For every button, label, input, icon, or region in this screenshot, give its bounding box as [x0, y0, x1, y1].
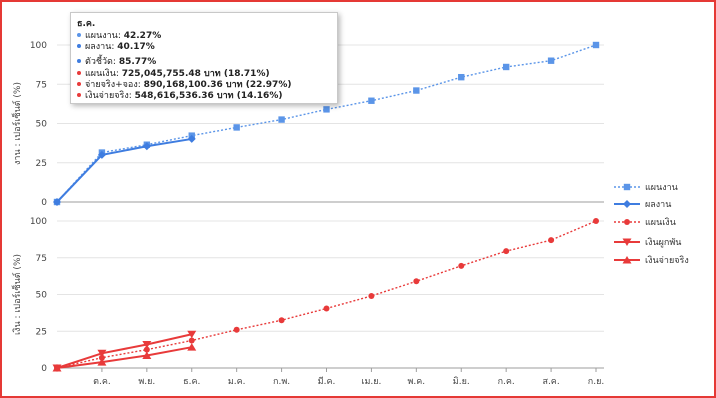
- data-point: [187, 343, 197, 351]
- data-point: [548, 237, 555, 244]
- y-tick-label: 100: [30, 217, 47, 227]
- data-point: [278, 116, 285, 123]
- data-point: [97, 358, 107, 366]
- legend-label: แผนงาน: [645, 183, 678, 193]
- tooltip-row: ผลงาน: 40.17%: [77, 42, 331, 53]
- data-point: [52, 364, 62, 372]
- tooltip-dot: [77, 59, 81, 64]
- x-tick-label: มี.ค.: [318, 376, 336, 387]
- data-point: [142, 142, 151, 151]
- data-point: [187, 134, 196, 143]
- y-tick-label: 100: [30, 41, 47, 51]
- x-tick-label: เม.ย.: [361, 377, 381, 387]
- x-tick-label: ม.ค.: [228, 377, 246, 387]
- data-point: [233, 326, 240, 333]
- legend-label: เงินผูกพัน: [645, 237, 681, 248]
- tooltip-dot: [77, 44, 81, 49]
- series-line: [56, 346, 192, 369]
- y-tick-label: 75: [36, 254, 47, 264]
- tooltip-label: ตัวชี้วัด:: [85, 57, 119, 68]
- data-point: [142, 340, 152, 349]
- y-tick-label: 25: [36, 159, 47, 169]
- tooltip-label: ผลงาน:: [85, 42, 118, 53]
- tooltip-label: แผนงาน:: [85, 31, 124, 41]
- tooltip-row: แผนงาน: 42.27%: [77, 31, 331, 42]
- x-tick-label: ก.พ.: [273, 377, 290, 387]
- data-point: [503, 248, 510, 255]
- data-point: [278, 317, 285, 324]
- data-point: [368, 292, 375, 299]
- data-point: [97, 150, 106, 159]
- y-axis-label: งาน : เปอร์เซ็นต์ (%): [10, 82, 23, 165]
- x-tick-label: ต.ค.: [93, 377, 111, 387]
- y-tick-label: 25: [36, 327, 47, 337]
- tooltip-dot: [77, 33, 81, 37]
- data-point: [368, 97, 375, 104]
- tooltip-value: 40.17%: [117, 42, 155, 53]
- data-point: [458, 262, 465, 269]
- legend-label: เงินจ่ายจริง: [645, 255, 689, 266]
- tooltip-dot: [77, 70, 81, 75]
- legend-marker: [623, 183, 631, 191]
- data-point: [323, 106, 330, 113]
- data-point: [593, 218, 599, 224]
- data-point: [413, 87, 420, 94]
- tooltip-value: 548,616,536.36 บาท (14.16%): [134, 91, 283, 102]
- data-point: [97, 349, 107, 358]
- tooltip-row: จ่ายจริง+จอง: 890,168,100.36 บาท (22.97%…: [77, 80, 331, 91]
- data-point: [187, 330, 197, 339]
- legend-marker: [622, 256, 632, 264]
- y-tick-label: 50: [36, 120, 48, 130]
- tooltip-label: จ่ายจริง+จอง:: [85, 79, 144, 90]
- data-point: [458, 73, 465, 81]
- tooltip-label: แผนเงิน:: [85, 68, 122, 79]
- legend-marker: [624, 219, 630, 225]
- legend-label: แผนเงิน: [645, 217, 676, 228]
- series-line: [56, 333, 192, 369]
- data-point: [502, 63, 510, 71]
- tooltip-value: 85.77%: [118, 57, 157, 68]
- data-point: [592, 41, 600, 49]
- y-axis-label: เงิน : เปอร์เซ็นต์ (%): [10, 254, 23, 335]
- tooltip-rows: แผนงาน: 42.27% ผลงาน: 40.17% ตัวชี้วัด: 85…: [77, 31, 331, 102]
- data-point: [233, 124, 240, 131]
- x-tick-label: พ.ย.: [138, 377, 155, 387]
- y-tick-label: 75: [36, 80, 47, 90]
- y-tick-label: 50: [36, 291, 48, 301]
- data-point: [413, 278, 420, 285]
- series-line: [56, 137, 192, 203]
- tooltip-value: 725,045,755.48 บาท (18.71%): [121, 68, 270, 79]
- data-point: [143, 346, 150, 353]
- tooltip-dot: [77, 81, 81, 86]
- tooltip-value: 42.27%: [123, 31, 162, 41]
- y-tick-label: 0: [41, 198, 47, 208]
- x-tick-label: ก.ย.: [588, 377, 604, 387]
- tooltip-title: ธ.ค.: [77, 19, 96, 29]
- x-tick-label: พ.ค.: [407, 377, 425, 387]
- legend-marker: [623, 200, 631, 208]
- tooltip-value: 890,168,100.36 บาท (22.97%): [143, 79, 292, 90]
- x-tick-label: ธ.ค.: [183, 377, 200, 387]
- tooltip-row: เงินจ่ายจริง: 548,616,536.36 บาท (14.16%…: [77, 91, 331, 102]
- data-point: [98, 354, 105, 361]
- legend-label: ผลงาน: [645, 200, 671, 210]
- x-tick-label: มิ.ย.: [453, 376, 470, 387]
- tooltip-row: ตัวชี้วัด: 85.77%: [77, 57, 331, 68]
- tooltip-label: เงินจ่ายจริง:: [85, 91, 135, 102]
- data-point: [547, 57, 555, 64]
- tooltip-row: แผนเงิน: 725,045,755.48 บาท (18.71%): [77, 69, 331, 80]
- x-tick-label: ส.ค.: [542, 377, 559, 387]
- data-point: [323, 305, 330, 312]
- data-point: [142, 351, 152, 360]
- data-point: [53, 198, 61, 206]
- data-point: [188, 337, 195, 344]
- y-tick-label: 0: [41, 364, 47, 374]
- tooltip-dot: [77, 93, 81, 98]
- legend-marker: [622, 238, 632, 246]
- x-tick-label: ก.ค.: [498, 377, 515, 387]
- chart-tooltip: ธ.ค. แผนงาน: 42.27% ผลงาน: 40.17% ตัวชี้วั…: [70, 12, 338, 104]
